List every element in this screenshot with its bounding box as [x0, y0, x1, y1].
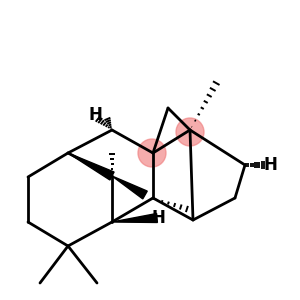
Polygon shape	[112, 214, 158, 223]
Text: H: H	[88, 106, 102, 124]
Polygon shape	[112, 176, 147, 199]
Polygon shape	[68, 153, 114, 180]
Text: H: H	[151, 209, 165, 227]
Circle shape	[138, 139, 166, 167]
Circle shape	[176, 118, 204, 146]
Text: H: H	[263, 156, 277, 174]
